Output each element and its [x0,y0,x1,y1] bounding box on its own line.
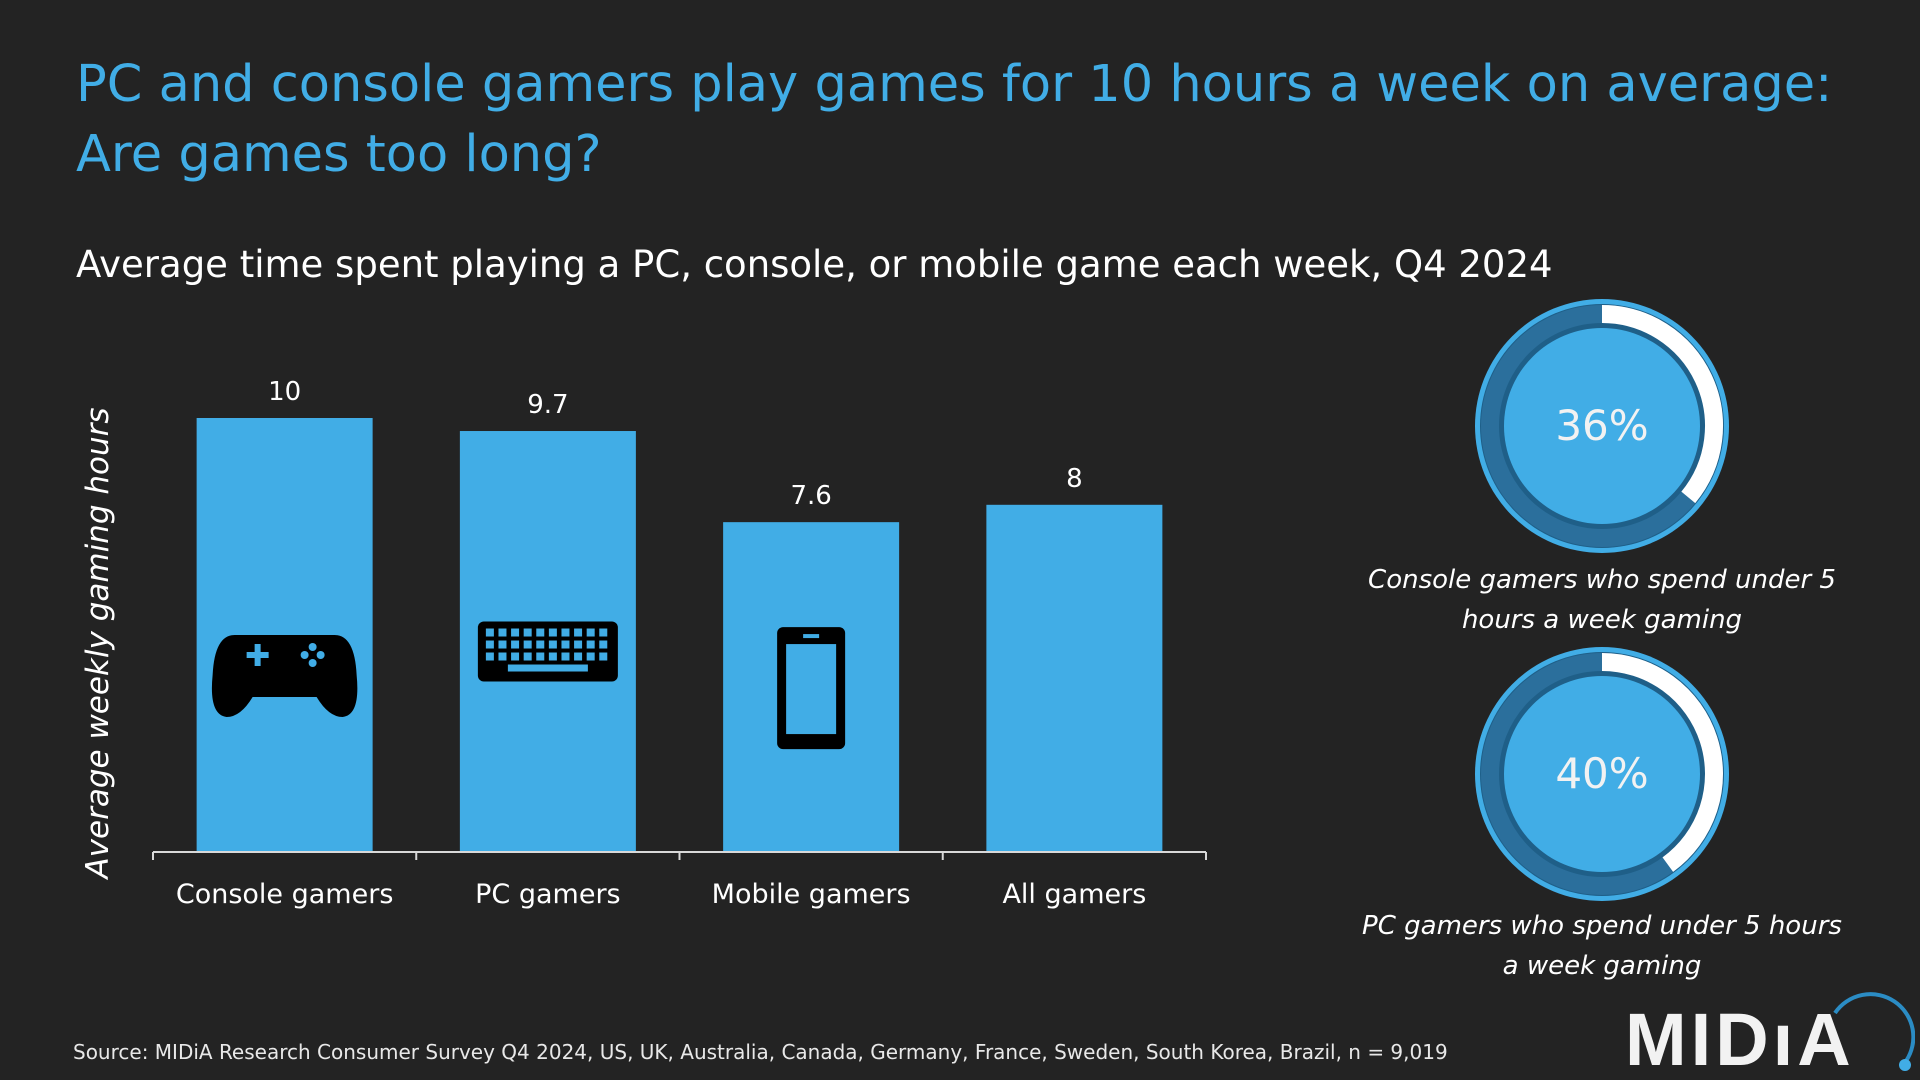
title-line-2: Are games too long? [76,125,602,184]
category-label: Console gamers [176,879,394,910]
donut-value-arc [1601,653,1723,872]
caption-line: PC gamers who spend under 5 hours [1362,911,1842,941]
donut-value-arc [1601,305,1723,504]
page-title: PC and console gamers play games for 10 … [76,50,1832,190]
donut-pc-caption: PC gamers who spend under 5 hours a week … [1342,906,1862,986]
caption-line: Console gamers who spend under 5 [1368,565,1836,595]
chart-subtitle: Average time spent playing a PC, console… [76,243,1553,286]
source-note: Source: MIDiA Research Consumer Survey Q… [73,1040,1448,1064]
donut-pc: 40% [1475,647,1729,901]
caption-line: hours a week gaming [1461,605,1743,635]
caption-line: a week gaming [1502,951,1702,981]
title-line-1: PC and console gamers play games for 10 … [76,55,1833,114]
category-label: All gamers [1002,879,1146,910]
bar-all-gamers [986,504,1163,852]
keyboard-icon [477,621,618,682]
data-label: 8 [1066,464,1083,494]
donut-console-caption: Console gamers who spend under 5 hours a … [1342,560,1862,640]
data-label: 7.6 [790,481,831,511]
donut-value-label: 36% [1555,401,1648,450]
data-label: 10 [268,377,301,407]
donut-value-label: 40% [1555,749,1648,798]
gamepad-icon [211,635,358,717]
midia-logo: MIDıA [1625,992,1915,1075]
category-label: Mobile gamers [712,879,911,910]
donut-console: 36% [1475,299,1729,553]
data-label: 9.7 [527,390,568,420]
svg-text:MIDıA: MIDıA [1625,998,1855,1075]
category-label: PC gamers [475,879,620,910]
smartphone-icon [777,627,846,750]
